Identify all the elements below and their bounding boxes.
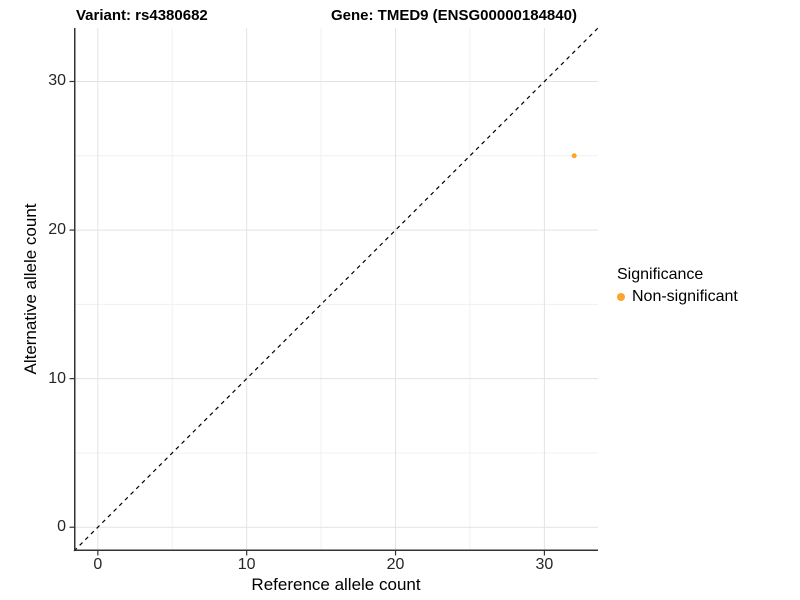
- y-tick-label: 0: [57, 518, 66, 536]
- legend-item-label: Non-significant: [632, 288, 738, 305]
- data-point: [571, 153, 577, 159]
- legend-item-non-significant: Non-significant: [617, 288, 738, 306]
- x-tick-label: 0: [93, 556, 103, 573]
- identity-line: [73, 27, 599, 552]
- x-axis-title: Reference allele count: [251, 575, 421, 594]
- plot-panel: [69, 27, 599, 556]
- x-tick-label: 20: [386, 556, 405, 573]
- y-axis-title: Alternative allele count: [21, 203, 40, 375]
- y-tick-label: 20: [48, 221, 66, 239]
- legend-point-swatch: [617, 293, 625, 301]
- legend-title: Significance: [617, 266, 704, 283]
- y-tick-label: 10: [48, 369, 66, 387]
- plot-title-variant: Variant: rs4380682: [76, 7, 208, 24]
- legend: Significance Non-significant: [617, 266, 738, 306]
- x-tick-label: 10: [237, 556, 256, 573]
- y-tick-label: 30: [48, 72, 66, 90]
- x-tick-label: 30: [535, 556, 554, 573]
- plot-area-svg: [69, 27, 599, 556]
- plot-title-gene: Gene: TMED9 (ENSG00000184840): [331, 7, 577, 24]
